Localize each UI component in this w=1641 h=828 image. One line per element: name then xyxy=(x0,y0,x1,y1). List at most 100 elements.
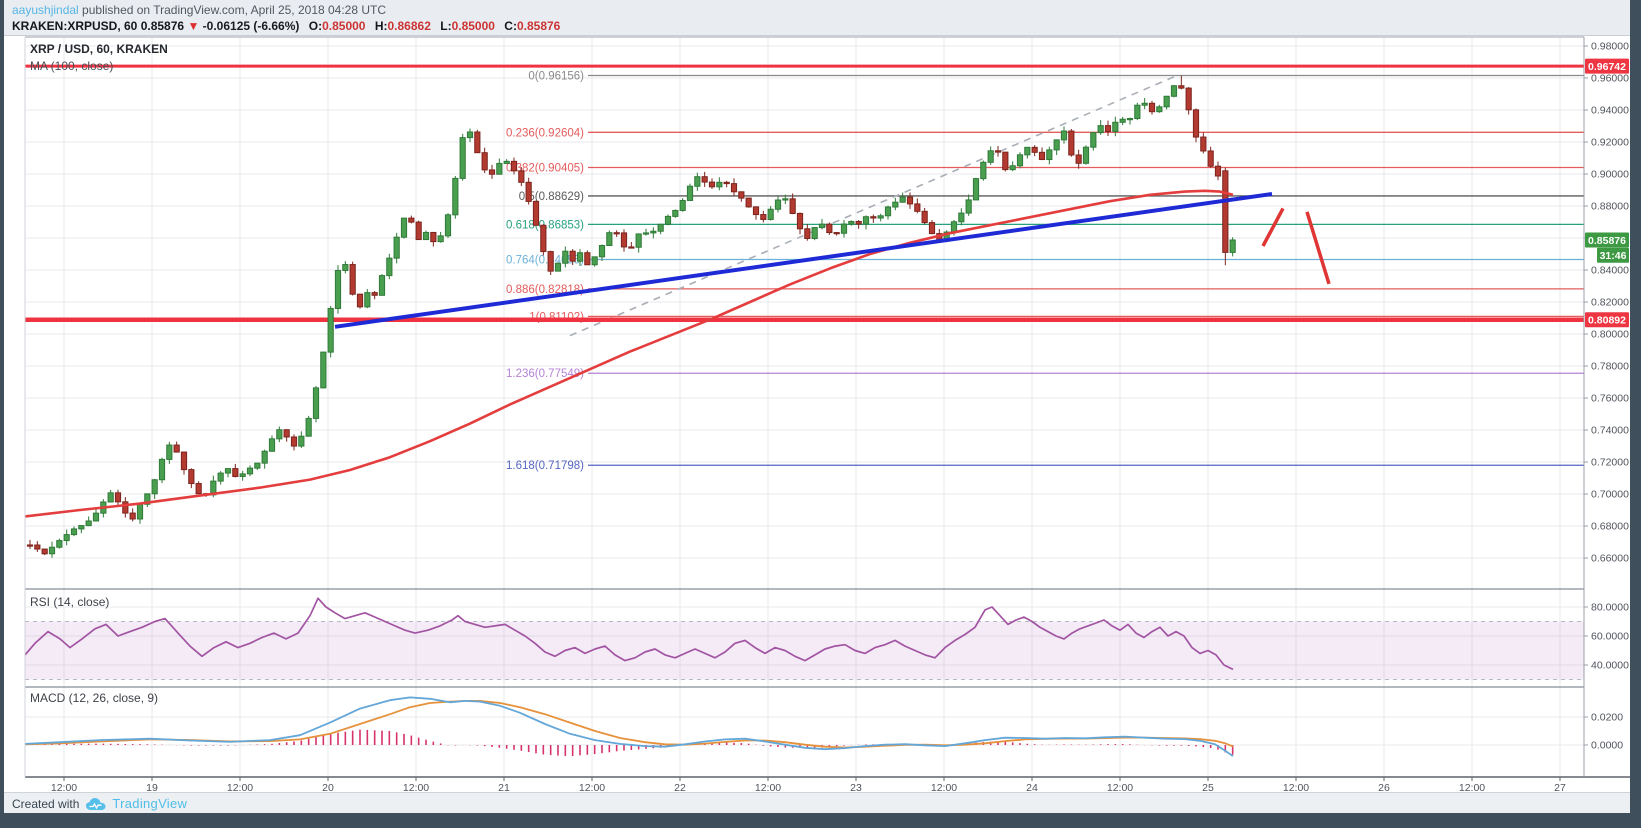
candle-body xyxy=(584,252,591,266)
candle-body xyxy=(481,152,488,171)
tradingview-logo[interactable]: TradingView xyxy=(85,796,187,811)
axis-badge-label: 0.96742 xyxy=(1588,61,1626,73)
publish-info: published on TradingView.com, April 25, … xyxy=(78,3,387,17)
low-value: 0.85000 xyxy=(451,19,495,33)
candle-body xyxy=(393,236,400,259)
candle-body xyxy=(173,444,180,453)
candle-body xyxy=(158,458,166,481)
candle-body xyxy=(980,161,987,180)
candle-body xyxy=(767,208,774,220)
fib-label: 0.5(0.88629) xyxy=(519,191,584,203)
candle-body xyxy=(518,170,525,183)
candle-body xyxy=(1207,150,1214,167)
candle-body xyxy=(1046,149,1053,161)
candle-body xyxy=(782,198,789,201)
candle-body xyxy=(598,244,606,258)
candle-body xyxy=(1178,85,1185,89)
candle-body xyxy=(701,176,708,183)
candle-body xyxy=(503,160,510,164)
fib-anchor-dashed-line xyxy=(569,74,1178,337)
candle-body xyxy=(107,492,114,503)
candle-body xyxy=(914,203,921,212)
candle-body xyxy=(540,224,547,253)
frame-bottom xyxy=(0,813,1641,828)
rsi-line xyxy=(25,597,1234,671)
time-tick-label: 24 xyxy=(1026,782,1038,794)
price-tick-label: 0.84000 xyxy=(1591,265,1629,277)
candle-body xyxy=(1068,130,1075,156)
candle-body xyxy=(708,181,716,188)
candle-body xyxy=(327,307,334,353)
vertical-gridlines xyxy=(63,38,1561,777)
candle-body xyxy=(437,235,444,243)
candle-body xyxy=(459,137,466,179)
candle-body xyxy=(268,438,276,452)
rsi-tick-label: 40.0000 xyxy=(1591,660,1629,672)
candles xyxy=(26,75,1236,558)
candle-body xyxy=(430,231,437,243)
candle-body xyxy=(606,232,613,246)
candle-body xyxy=(41,548,48,555)
candle-body xyxy=(657,223,664,232)
candle-body xyxy=(232,468,239,477)
candle-body xyxy=(1214,165,1222,177)
candle-body xyxy=(950,221,958,233)
candle-body xyxy=(532,200,540,226)
candle-body xyxy=(686,185,694,201)
candle-body xyxy=(899,196,906,203)
candle-body xyxy=(85,520,92,527)
time-tick-label: 12:00 xyxy=(51,782,77,794)
author-link[interactable]: aayushjindal xyxy=(12,3,79,17)
candle-body xyxy=(906,196,914,205)
price-tick-label: 0.80000 xyxy=(1591,329,1629,341)
candle-body xyxy=(877,215,884,219)
high-value: 0.86862 xyxy=(387,19,431,33)
candle-body xyxy=(1038,151,1046,161)
price-tick-label: 0.74000 xyxy=(1591,425,1629,437)
candle-body xyxy=(811,227,818,239)
price-badges: 0.96742 0.85876 31:46 0.80892 xyxy=(1585,58,1629,328)
candle-body xyxy=(870,216,877,219)
macd-line xyxy=(25,696,1234,757)
rsi-band xyxy=(25,621,1584,680)
candle-body xyxy=(884,206,892,217)
candle-body xyxy=(34,544,41,550)
down-triangle-icon: ▼ xyxy=(187,19,200,33)
candle-body xyxy=(554,262,562,272)
candle-body xyxy=(848,220,855,225)
candle-body xyxy=(386,257,393,277)
candle-body xyxy=(254,462,261,469)
last-price: 0.85876 xyxy=(140,19,185,33)
candle-body xyxy=(261,450,268,464)
candle-body xyxy=(1060,130,1068,141)
candle-body xyxy=(525,181,532,202)
time-tick-label: 12:00 xyxy=(1459,782,1485,794)
rsi-indicator-label: RSI (14, close) xyxy=(30,595,110,609)
candle-body xyxy=(628,246,635,249)
price-tick-label: 0.82000 xyxy=(1591,297,1629,309)
frame-right xyxy=(1630,0,1641,828)
candle-body xyxy=(400,217,408,238)
candle-body xyxy=(576,252,584,262)
candle-body xyxy=(569,250,576,262)
candle-body xyxy=(114,492,122,503)
candle-body xyxy=(312,387,320,419)
candle-body xyxy=(1119,118,1126,123)
candle-body xyxy=(283,429,290,438)
cloud-icon xyxy=(86,797,106,810)
candle-body xyxy=(562,250,569,264)
candle-body xyxy=(613,232,620,235)
candle-body xyxy=(466,131,474,139)
time-tick-label: 12:00 xyxy=(1107,782,1133,794)
candle-body xyxy=(78,525,85,530)
axis-badge xyxy=(1585,312,1629,328)
candle-body xyxy=(804,228,811,239)
candle-body xyxy=(679,199,686,211)
price-axis: 0.98000 0.96000 0.94000 0.92000 0.90000 0.880… xyxy=(1584,41,1629,565)
time-tick-label: 12:00 xyxy=(755,782,781,794)
candle-body xyxy=(547,251,554,272)
symbol-line: KRAKEN:XRPUSD, 60 0.85876 ▼ -0.06125 (-6… xyxy=(12,19,560,33)
fib-label: 0(0.96156) xyxy=(528,71,584,83)
price-change: -0.06125 (-6.66%) xyxy=(202,19,300,33)
